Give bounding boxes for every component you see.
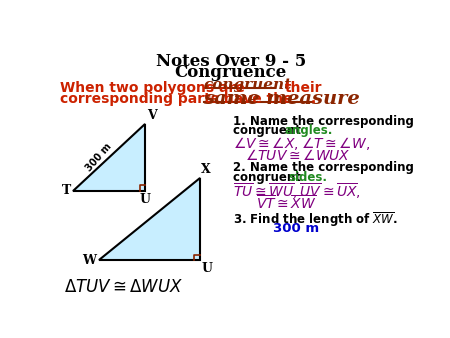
Text: congruent: congruent (233, 171, 305, 184)
Polygon shape (73, 124, 145, 191)
Text: 2. Name the corresponding: 2. Name the corresponding (233, 162, 414, 174)
Text: .: . (310, 92, 316, 106)
Text: Congruence: Congruence (175, 64, 287, 81)
Text: $\angle TUV \cong \angle WUX$: $\angle TUV \cong \angle WUX$ (245, 148, 350, 163)
Text: X: X (201, 163, 211, 176)
Text: 300 m: 300 m (274, 221, 319, 235)
Text: 3. Find the length of $\overline{XW}$.: 3. Find the length of $\overline{XW}$. (233, 210, 398, 229)
Text: $\angle V \cong \angle X, \angle T \cong \angle W,$: $\angle V \cong \angle X, \angle T \cong… (233, 135, 370, 151)
Text: their: their (285, 80, 322, 95)
Text: Notes Over 9 - 5: Notes Over 9 - 5 (156, 53, 306, 70)
Text: V: V (147, 109, 157, 122)
Text: congruent: congruent (203, 78, 292, 92)
Text: When two polygons are: When two polygons are (60, 80, 245, 95)
Text: U: U (201, 262, 212, 275)
Text: 1. Name the corresponding: 1. Name the corresponding (233, 115, 414, 128)
Text: $\overline{TU} \cong \overline{WU}, \overline{UV} \cong \overline{UX},$: $\overline{TU} \cong \overline{WU}, \ove… (233, 182, 361, 201)
Polygon shape (99, 178, 200, 260)
Text: $\Delta TUV \cong \Delta WUX$: $\Delta TUV \cong \Delta WUX$ (64, 279, 183, 296)
Text: W: W (82, 254, 97, 266)
Text: $\overline{VT} \cong \overline{XW}$: $\overline{VT} \cong \overline{XW}$ (256, 195, 317, 213)
Text: 300 m: 300 m (84, 142, 114, 174)
Text: corresponding parts have the: corresponding parts have the (60, 92, 293, 106)
Text: angles.: angles. (285, 124, 333, 138)
Text: same measure: same measure (203, 90, 360, 108)
Text: sides.: sides. (288, 171, 327, 184)
Text: congruent: congruent (233, 124, 305, 138)
Text: U: U (140, 193, 151, 206)
Text: T: T (62, 184, 71, 197)
